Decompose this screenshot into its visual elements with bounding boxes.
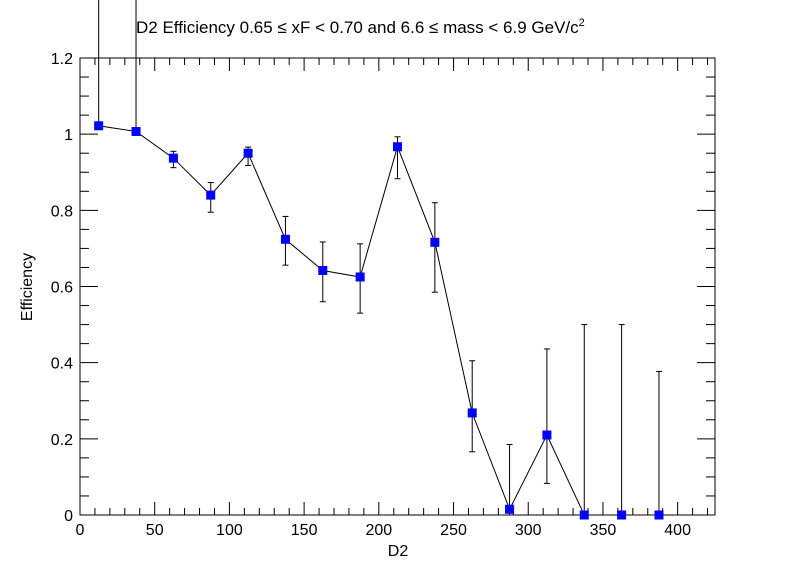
chart-title: D2 Efficiency 0.65 ≤ xF < 0.70 and 6.6 ≤… <box>136 17 585 37</box>
data-point <box>318 266 328 276</box>
y-axis-tick-labels: 0 0.2 0.4 0.6 0.8 1 1.2 <box>51 51 73 525</box>
data-point <box>430 237 440 247</box>
data-point <box>131 127 141 137</box>
data-point <box>168 153 178 163</box>
data-markers <box>94 121 664 520</box>
x-tick-label: 100 <box>216 522 243 539</box>
data-point <box>393 142 402 152</box>
y-tick-label: 1 <box>64 127 73 144</box>
y-tick-label: 0.4 <box>51 356 73 373</box>
y-tick-label: 0.6 <box>51 280 73 297</box>
data-point <box>542 430 552 440</box>
plot-area <box>94 0 664 520</box>
data-point <box>617 510 627 520</box>
plot-frame <box>79 57 716 516</box>
y-axis-label: Efficiency <box>19 253 36 321</box>
x-tick-label: 200 <box>365 522 392 539</box>
x-axis-label: D2 <box>388 543 409 560</box>
title-mid: ≤ xF < 0.70 and 6.6 <box>277 18 429 37</box>
data-point <box>280 234 290 244</box>
title-main: D2 Efficiency 0.65 <box>136 18 277 37</box>
title-end: ≤ mass < 6.9 GeV/c <box>429 18 579 37</box>
x-axis-ticks <box>79 58 709 515</box>
data-point <box>467 408 477 418</box>
y-tick-label: 0.2 <box>51 432 73 449</box>
data-point <box>94 121 104 131</box>
x-tick-label: 250 <box>440 522 467 539</box>
x-tick-label: 350 <box>590 522 617 539</box>
y-tick-label: 1.2 <box>51 51 73 68</box>
data-point <box>579 510 589 520</box>
x-tick-label: 300 <box>515 522 542 539</box>
x-tick-label: 150 <box>291 522 318 539</box>
data-point <box>206 190 216 200</box>
error-bars <box>95 0 662 515</box>
x-tick-label: 0 <box>76 522 85 539</box>
y-tick-label: 0 <box>64 508 73 525</box>
x-tick-label: 50 <box>146 522 164 539</box>
x-axis-tick-labels: 0 50 100 150 200 250 300 350 400 <box>76 522 692 539</box>
data-point <box>505 504 515 514</box>
chart-title-text: D2 Efficiency 0.65 ≤ xF < 0.70 and 6.6 ≤… <box>136 17 585 37</box>
data-point <box>243 148 253 158</box>
data-point <box>355 272 365 282</box>
x-tick-label: 400 <box>664 522 691 539</box>
y-axis-ticks <box>80 57 715 516</box>
title-superscript: 2 <box>579 17 585 29</box>
series-line <box>98 125 659 516</box>
y-tick-label: 0.8 <box>51 203 73 220</box>
data-point <box>654 510 664 520</box>
